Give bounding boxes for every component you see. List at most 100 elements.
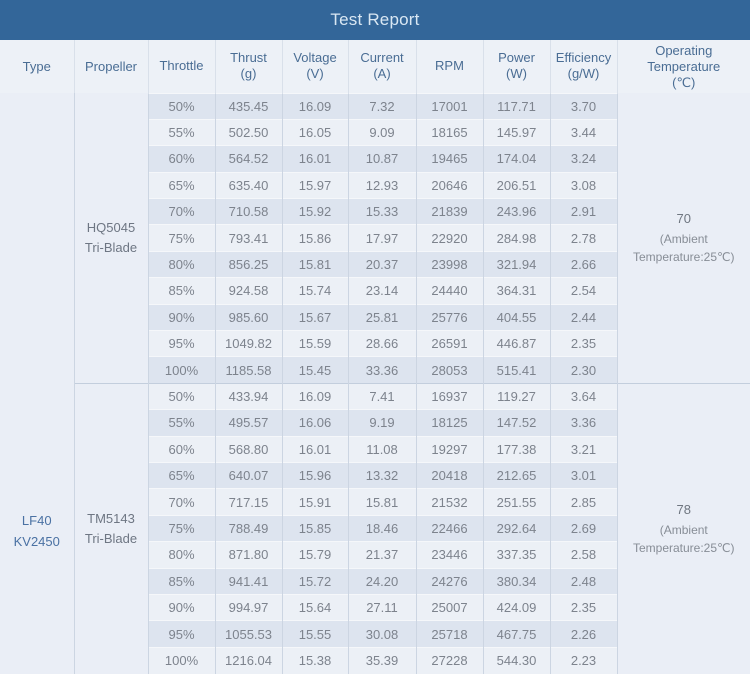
thrust-cell: 710.58 [214,198,282,225]
data-row: 90% 994.97 15.64 27.11 25007 424.09 2.35 [0,593,750,621]
rpm-cell: 24276 [415,567,483,595]
voltage-cell: 15.38 [281,646,348,674]
rpm-cell: 23998 [415,250,483,278]
thrust-cell: 435.45 [214,92,282,120]
current-cell: 11.08 [347,435,416,463]
power-cell: 424.09 [482,593,550,621]
power-cell: 212.65 [482,461,550,489]
voltage-cell: 15.67 [281,303,348,331]
rpm-cell: 26591 [415,330,483,357]
data-row: LF40 KV2450 HQ5045 Tri-Blade 50% 435.45 16.09 7… [0,92,750,674]
efficiency-cell: 3.01 [549,461,617,489]
thrust-cell: 856.25 [214,250,282,278]
rpm-cell: 20646 [415,171,483,199]
voltage-cell: 15.91 [281,488,348,516]
col-header-propeller: Propeller [73,40,148,93]
current-cell: 17.97 [347,224,416,252]
data-row: 80% 871.80 15.79 21.37 23446 337.35 2.58 [0,541,750,569]
efficiency-cell: 2.85 [549,488,617,516]
rpm-cell: 22920 [415,224,483,252]
data-row: 90% 985.60 15.67 25.81 25776 404.55 2.44 [0,303,750,331]
efficiency-cell: 2.35 [549,593,617,621]
throttle-cell: 100% [147,646,215,674]
rpm-cell: 19465 [415,145,483,173]
current-cell: 23.14 [347,277,416,305]
power-cell: 174.04 [482,145,550,173]
throttle-cell: 85% [147,567,215,595]
header-row: Type Propeller Throttle Thrust (g) Voltage (V)… [0,40,750,93]
throttle-cell: 55% [147,409,215,437]
efficiency-cell: 2.69 [549,514,617,542]
efficiency-cell: 3.36 [549,409,617,437]
voltage-cell: 15.74 [281,277,348,305]
rpm-cell: 25718 [415,620,483,648]
current-cell: 7.41 [347,382,416,410]
voltage-cell: 15.64 [281,593,348,621]
type-line: LF40 [21,512,52,528]
current-cell: 27.11 [347,593,416,621]
data-row: 85% 924.58 15.74 23.14 24440 364.31 2.54 [0,277,750,305]
power-cell: 284.98 [482,224,550,252]
table-header: Type Propeller Throttle Thrust (g) Voltage (V)… [0,40,750,93]
type-cell: LF40 KV2450 [0,93,74,674]
power-cell: 544.30 [482,646,550,674]
current-cell: 10.87 [347,145,416,173]
col-header-line: Type [22,58,51,74]
col-header-line: Thrust [230,50,267,66]
power-cell: 145.97 [482,118,550,146]
efficiency-cell: 2.48 [549,567,617,595]
thrust-cell: 788.49 [214,514,282,542]
rpm-cell: 19297 [415,435,483,463]
col-header-line: (g) [240,66,257,82]
voltage-cell: 15.81 [281,250,348,278]
current-cell: 25.81 [347,303,416,331]
current-cell: 12.93 [347,171,416,199]
thrust-cell: 985.60 [214,303,282,331]
temperature-note-line: Temperature:25℃) [632,249,735,264]
rpm-cell: 18165 [415,118,483,146]
col-header-temperature: Operating Temperature (℃) [616,40,750,93]
col-header-rpm: RPM [415,40,483,93]
power-cell: 292.64 [482,514,550,542]
power-cell: 515.41 [482,356,550,384]
temperature-note-line: (Ambient [659,522,708,537]
power-cell: 337.35 [482,541,550,569]
data-row: 100% 1185.58 15.45 33.36 28053 515.41 2.30 [0,356,750,384]
data-row: 70% 717.15 15.91 15.81 21532 251.55 2.85 [0,488,750,516]
propeller-line: Tri-Blade [84,530,138,546]
report-title-bar: Test Report [0,0,750,40]
voltage-cell: 16.01 [281,435,348,463]
rpm-cell: 18125 [415,409,483,437]
voltage-cell: 15.86 [281,224,348,252]
propeller-cell: TM5143 Tri-Blade [73,382,148,674]
col-header-line: (g/W) [567,66,600,82]
temperature-note-line: Temperature:25℃) [632,540,735,555]
throttle-cell: 60% [147,145,215,173]
col-header-throttle: Throttle [147,40,215,93]
efficiency-cell: 3.24 [549,145,617,173]
voltage-cell: 16.06 [281,409,348,437]
power-cell: 467.75 [482,620,550,648]
data-row: 85% 941.41 15.72 24.20 24276 380.34 2.48 [0,567,750,595]
throttle-cell: 80% [147,250,215,278]
current-cell: 18.46 [347,514,416,542]
col-header-current: Current (A) [347,40,416,93]
current-cell: 33.36 [347,356,416,384]
thrust-cell: 1216.04 [214,646,282,674]
data-row: 55% 495.57 16.06 9.19 18125 147.52 3.36 [0,409,750,437]
rpm-cell: 24440 [415,277,483,305]
power-cell: 364.31 [482,277,550,305]
col-header-line: Voltage [293,50,337,66]
current-cell: 24.20 [347,567,416,595]
throttle-cell: 70% [147,198,215,225]
efficiency-cell: 3.21 [549,435,617,463]
data-row: 100% 1216.04 15.38 35.39 27228 544.30 2.23 [0,646,750,674]
efficiency-cell: 2.35 [549,330,617,357]
data-row: 65% 635.40 15.97 12.93 20646 206.51 3.08 [0,171,750,199]
rpm-cell: 25007 [415,593,483,621]
efficiency-cell: 3.64 [549,382,617,410]
data-row: 80% 856.25 15.81 20.37 23998 321.94 2.66 [0,250,750,278]
power-cell: 404.55 [482,303,550,331]
throttle-cell: 75% [147,224,215,252]
